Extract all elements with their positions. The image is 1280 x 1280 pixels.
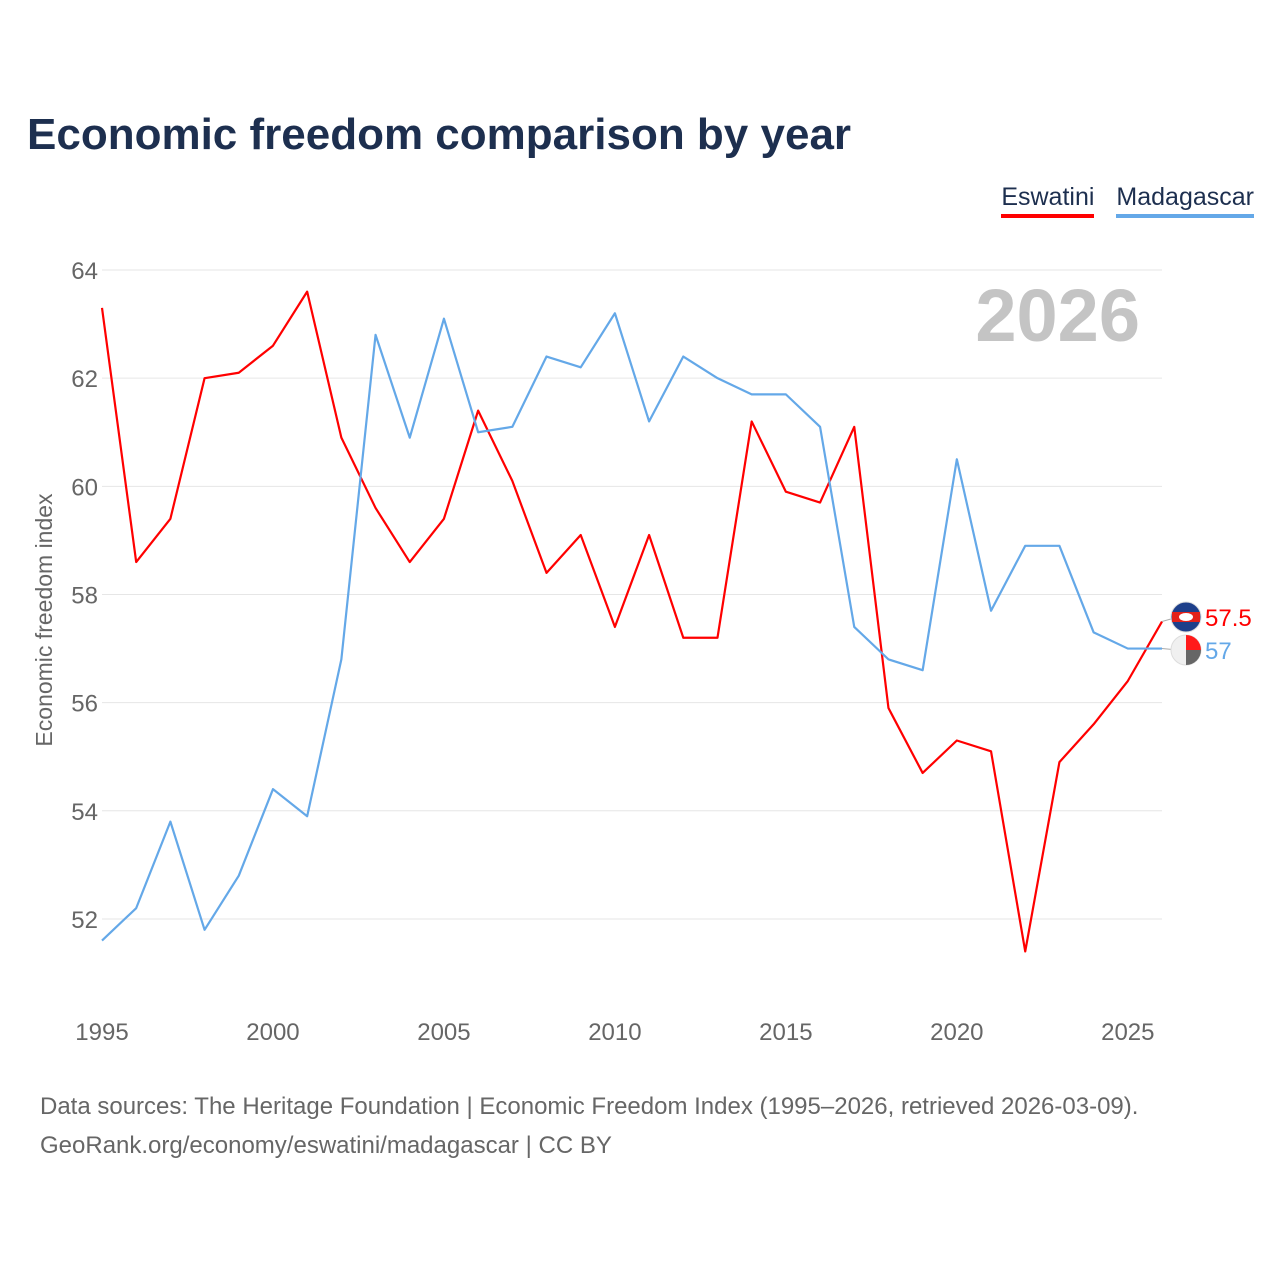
series-line-madagascar	[101, 312, 1162, 942]
y-tick-label: 58	[71, 582, 98, 609]
x-tick-label: 1995	[75, 1019, 128, 1046]
y-tick-label: 54	[71, 799, 98, 826]
y-tick-label: 62	[71, 366, 98, 393]
y-tick-label: 52	[71, 907, 98, 934]
data-source: Data sources: The Heritage Foundation | …	[40, 1093, 1139, 1120]
x-tick-label: 2020	[930, 1019, 983, 1046]
x-tick-label: 2010	[588, 1019, 641, 1046]
source-url[interactable]: GeoRank.org/economy/eswatini/madagascar …	[40, 1132, 612, 1159]
series-line-eswatini	[100, 290, 1163, 953]
flag-red	[1186, 635, 1201, 650]
footer: Data sources: The Heritage Foundation | …	[40, 1087, 1138, 1165]
flag-green	[1186, 650, 1201, 665]
legend-item-madagascar[interactable]: Madagascar	[1116, 183, 1254, 218]
flag-shield	[1179, 613, 1193, 621]
x-tick-label: 2000	[246, 1019, 299, 1046]
legend-item-eswatini[interactable]: Eswatini	[1001, 183, 1095, 218]
y-tick-label: 64	[71, 258, 98, 285]
end-value-label-eswatini: 57.5	[1205, 605, 1252, 632]
year-watermark: 2026	[975, 274, 1140, 357]
legend: Eswatini Madagascar	[1001, 183, 1254, 218]
x-tick-label: 2015	[759, 1019, 812, 1046]
x-tick-label: 2005	[417, 1019, 470, 1046]
x-tick-label: 2025	[1101, 1019, 1154, 1046]
y-axis-label: Economic freedom index	[31, 493, 57, 747]
chart-title: Economic freedom comparison by year	[27, 110, 852, 159]
y-tick-label: 56	[71, 691, 98, 718]
end-value-label-madagascar: 57	[1205, 638, 1232, 665]
y-tick-label: 60	[71, 474, 98, 501]
